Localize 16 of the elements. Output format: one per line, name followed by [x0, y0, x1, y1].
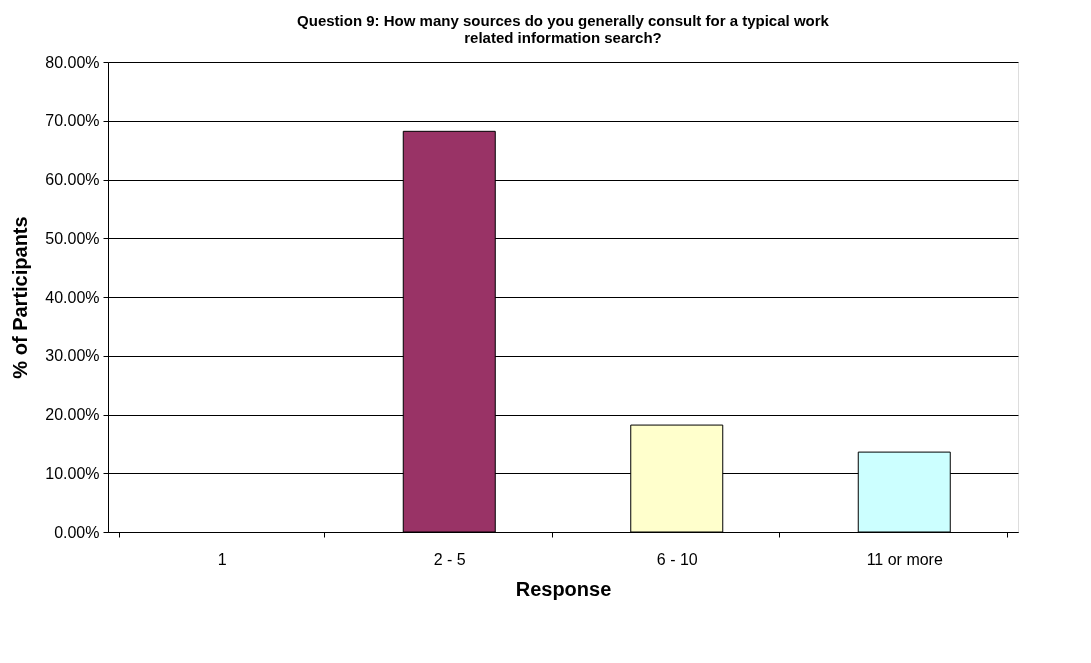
y-tick-label: 20.00%	[45, 406, 100, 423]
x-tick-label: 11 or more	[866, 550, 943, 568]
y-axis-title: % of Participants	[9, 216, 32, 379]
y-tick-label: 50.00%	[45, 229, 100, 247]
x-tick-label: 6 - 10	[656, 550, 698, 568]
y-tick-label: 80.00%	[45, 53, 100, 71]
y-tick-label: 60.00%	[45, 171, 100, 188]
x-tick-label: 1	[217, 550, 227, 568]
y-tick-label: 70.00%	[45, 112, 100, 130]
y-tick-label: 10.00%	[45, 464, 100, 482]
x-tick-label: 2 - 5	[433, 550, 466, 568]
y-tick-label: 30.00%	[45, 347, 100, 365]
chart-title: Question 9: How many sources do you generally consult for a typical work related information search?	[297, 12, 830, 46]
y-tick-label: 0.00%	[54, 523, 100, 541]
y-tick-label: 40.00%	[45, 288, 100, 306]
x-axis-title: Response	[515, 577, 612, 600]
